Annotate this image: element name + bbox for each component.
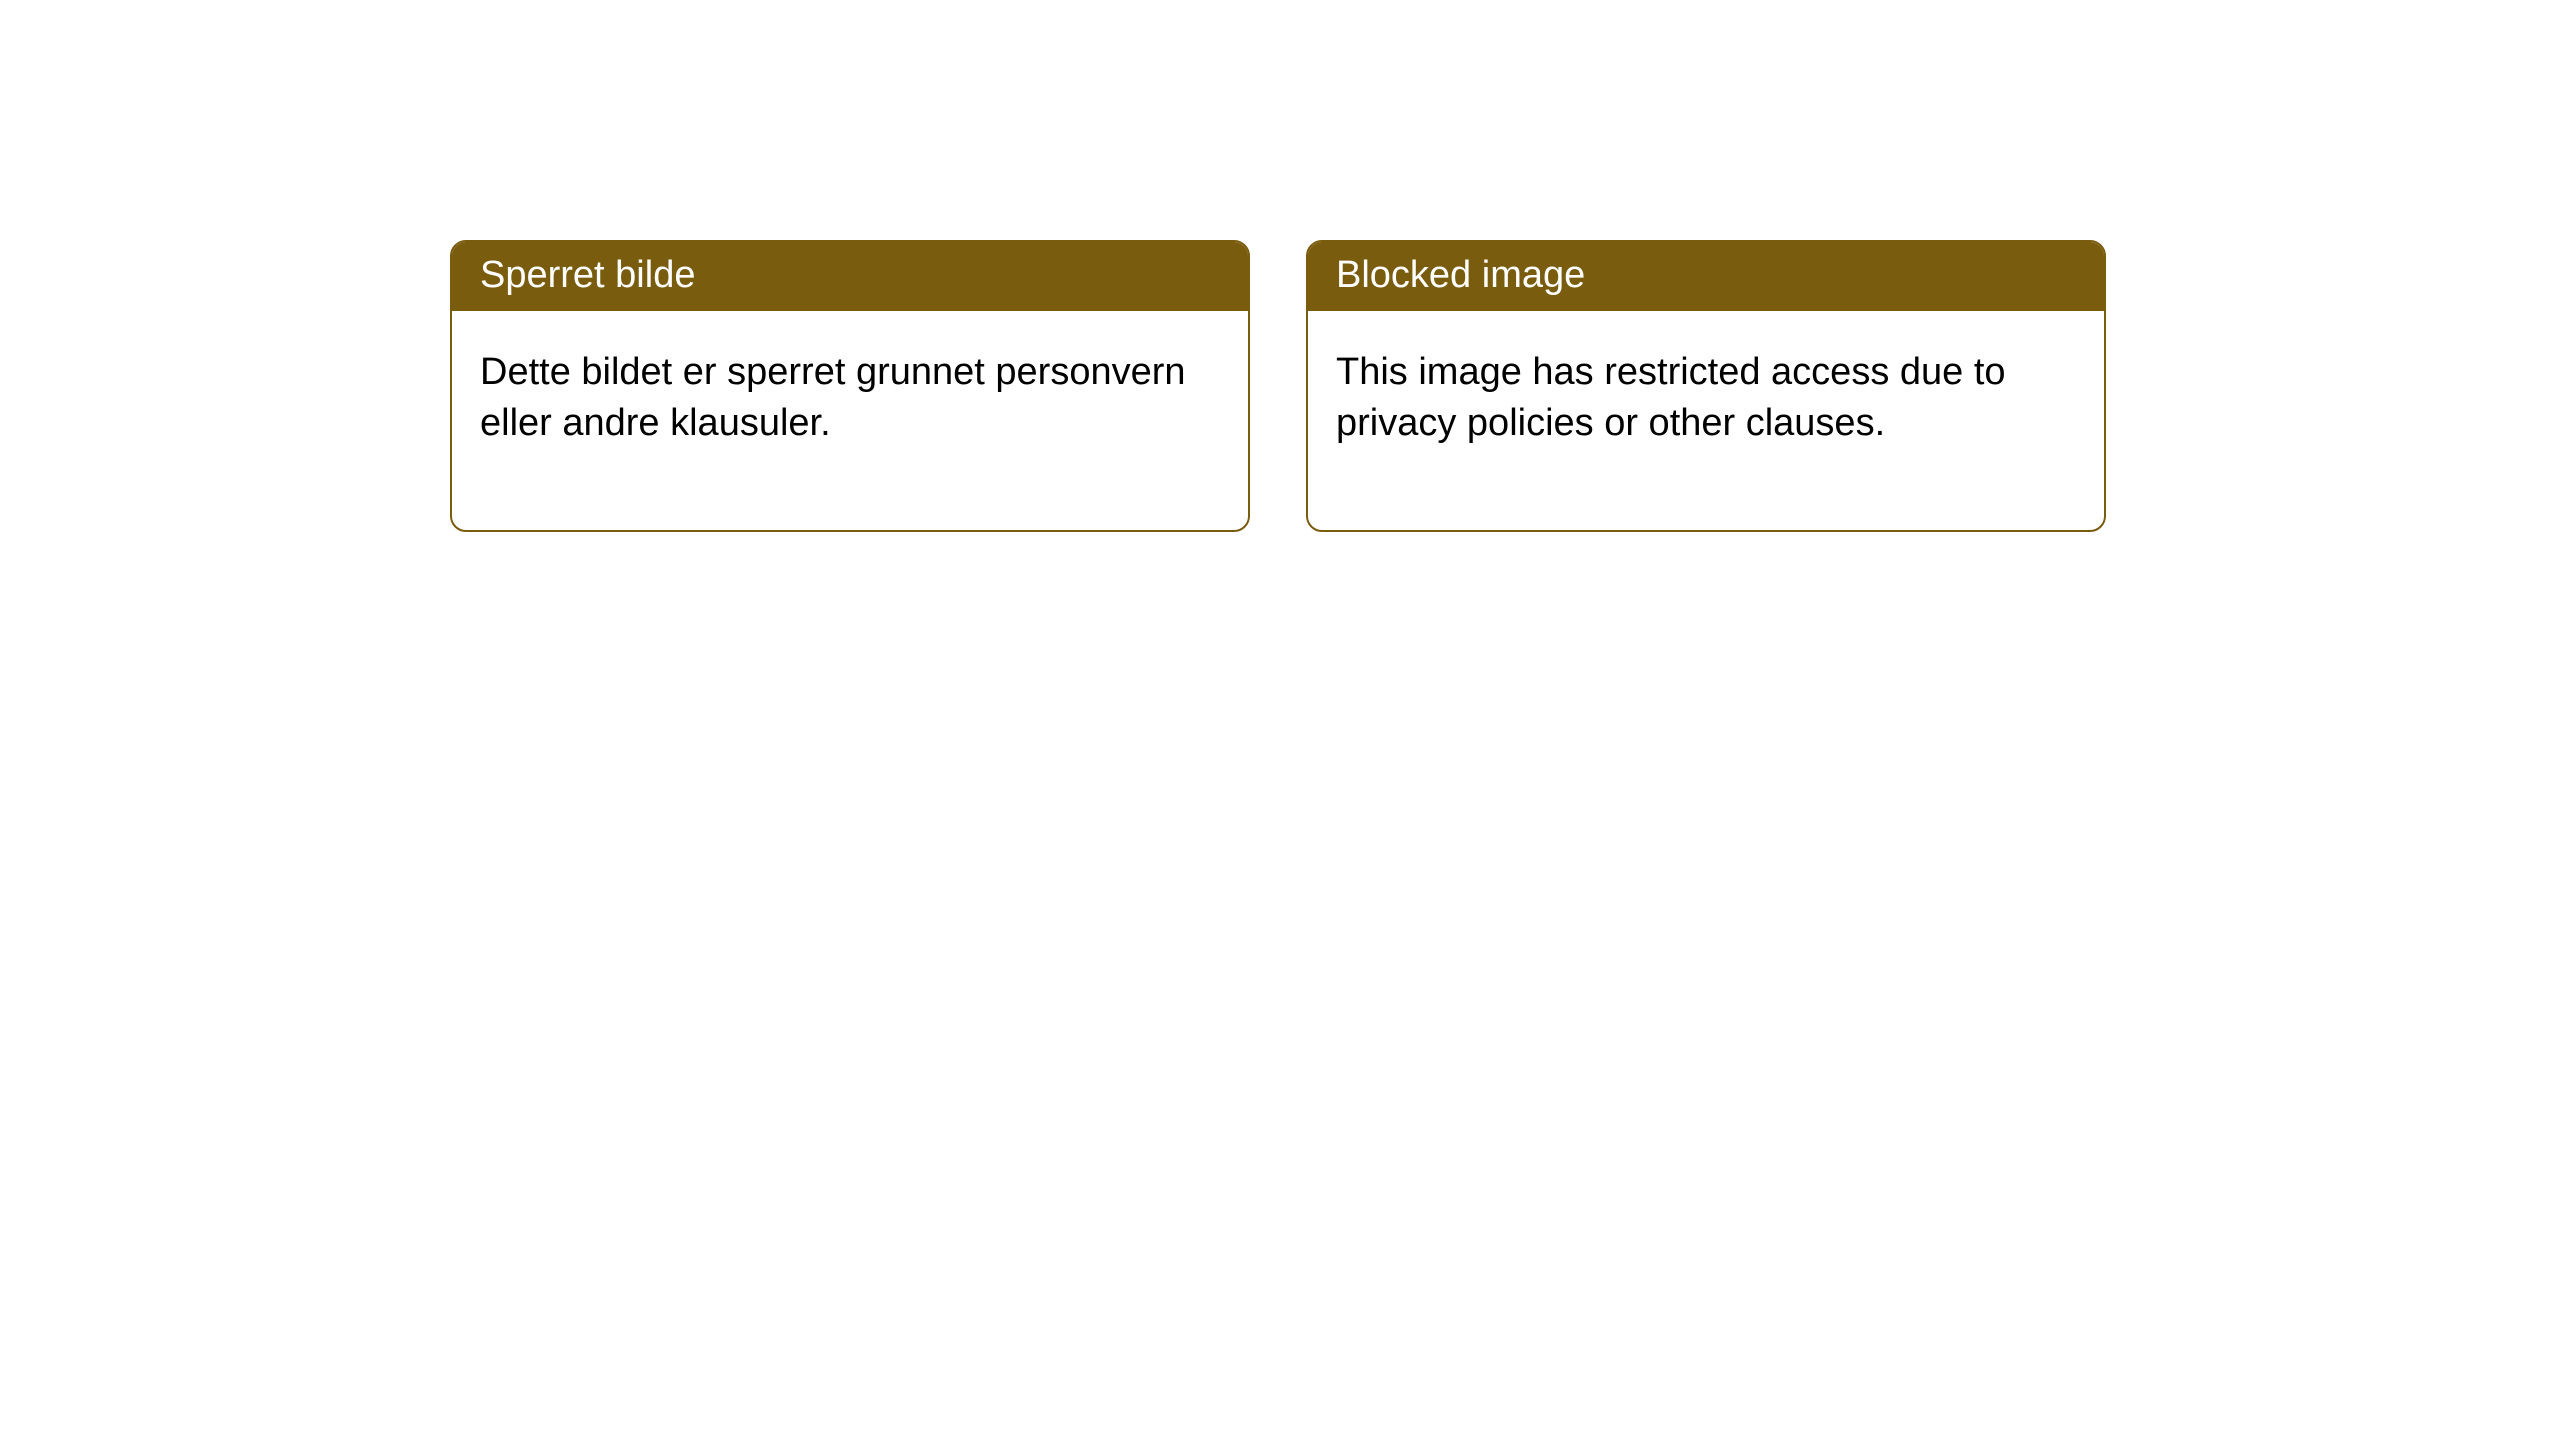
notice-card-norwegian: Sperret bilde Dette bildet er sperret gr…: [450, 240, 1250, 532]
notice-card-body: This image has restricted access due to …: [1308, 311, 2104, 530]
notice-card-body: Dette bildet er sperret grunnet personve…: [452, 311, 1248, 530]
notice-card-header: Blocked image: [1308, 242, 2104, 311]
notice-cards-container: Sperret bilde Dette bildet er sperret gr…: [450, 240, 2106, 532]
notice-card-english: Blocked image This image has restricted …: [1306, 240, 2106, 532]
notice-card-header: Sperret bilde: [452, 242, 1248, 311]
